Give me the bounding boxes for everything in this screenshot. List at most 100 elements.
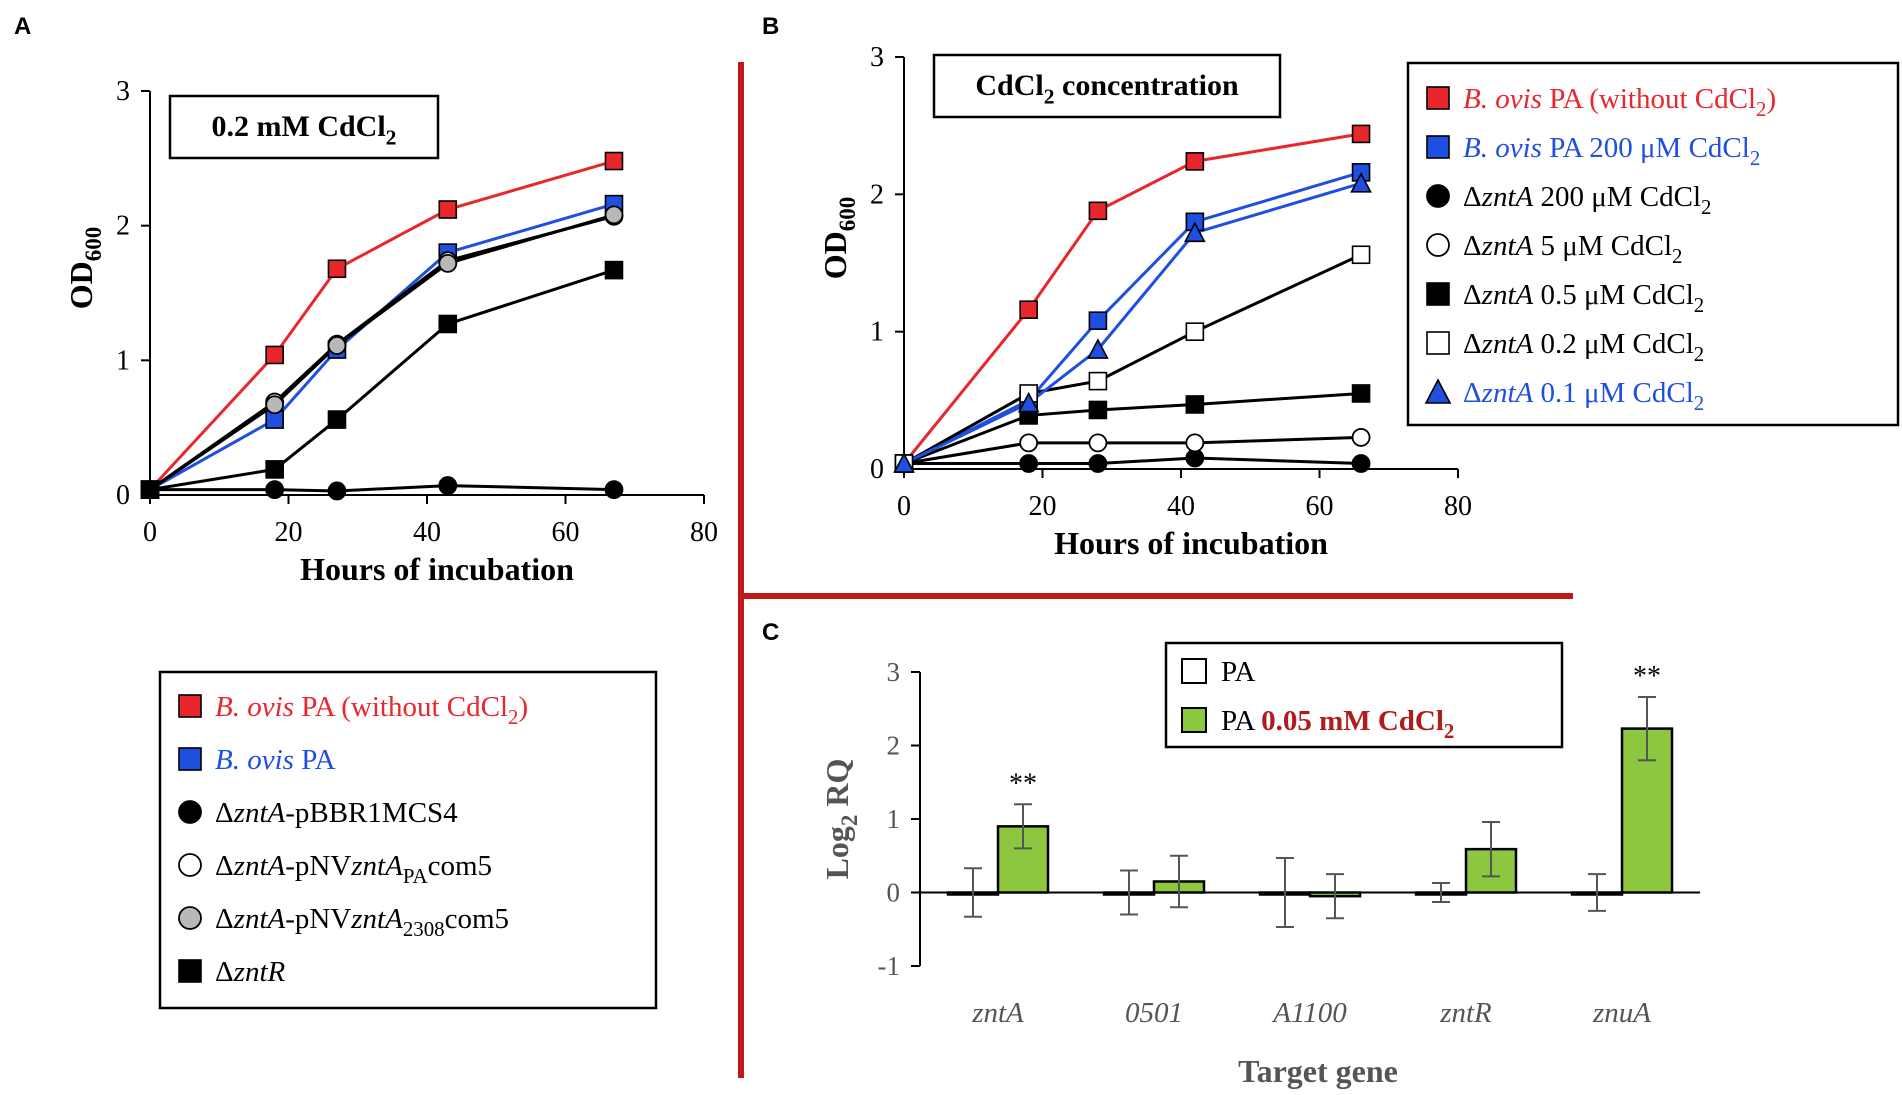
y-tick-label: 3 [116,76,130,107]
text-run: 2 [1694,293,1704,317]
legend-label: ΔzntA-pBBR1MCS4 [215,797,458,829]
data-point [1351,124,1371,144]
legend-marker [1424,378,1452,404]
data-point [140,480,160,499]
data-point [438,253,458,273]
text-run: Δ [1463,377,1482,409]
data-point [1088,311,1108,330]
text-run: 2 [1444,719,1454,743]
chart-panel-b: 0 1 2 3 0 20 40 60 80 Hours of incubation OD600 CdC… [817,42,1900,561]
legend-marker [178,800,202,824]
condition-label: CdCl2 concentration [975,69,1239,108]
text-run: com5 [428,850,492,882]
text-run: ) [1766,83,1776,115]
data-point [438,200,458,219]
text-run: PA [1221,656,1255,688]
y-tick-label: 1 [116,345,130,376]
legend-box [1406,61,1900,427]
y-tick-label: 0 [887,878,901,908]
legend-label: ΔzntA-pNVzntA2308com5 [215,903,509,941]
data-point [265,480,285,500]
data-point [265,345,284,365]
data-point [604,480,624,500]
text-run: Δ [1463,181,1482,213]
text-run: zntA [350,850,403,882]
legend-marker [1426,282,1450,306]
text-run: concentration [1055,69,1239,102]
y-tick-label: 0 [870,454,884,485]
category-label: 0501 [1125,997,1183,1029]
data-point [604,260,624,280]
text-run: PA (without CdCl [1542,83,1756,115]
text-run: PA [294,744,336,776]
text-run: 600 [80,227,106,262]
text-run: zntA [1481,181,1534,213]
text-run: zntA [350,903,403,935]
data-point [1185,322,1205,341]
data-point [1184,221,1206,243]
panel-label-c: C [762,619,779,646]
x-tick-label: 20 [275,517,303,548]
legend-marker [1426,135,1450,159]
legend-box [158,670,658,1010]
text-run: zntA [1481,230,1534,262]
data-point [1088,400,1108,420]
legend-label: ΔzntA-pNVzntAPAcom5 [215,850,492,888]
data-point [1351,384,1371,403]
panel-label-b: B [762,13,779,40]
text-run: Δ [215,797,234,829]
y-tick-label: 0 [116,480,130,511]
data-point [1088,454,1108,473]
data-point [1185,152,1205,171]
condition-box [168,94,440,160]
text-run: zntA [1481,377,1534,409]
y-axis-title: OD600 [63,227,106,310]
legend-label: PA [1221,656,1255,688]
data-point [1088,201,1108,221]
series-line [903,170,1362,465]
text-run: RQ [819,759,855,815]
y-tick-label: -1 [878,951,901,981]
text-run: 0.1 μM CdCl [1533,377,1694,409]
condition-label: 0.2 mM CdCl2 [212,110,397,149]
legend-box [1164,641,1564,749]
data-point [438,476,458,495]
text-run: 2308 [403,917,445,941]
condition-box [932,53,1282,119]
text-run: 2 [836,815,862,827]
text-run: 600 [834,197,860,232]
data-point [1019,300,1038,319]
x-tick-label: 80 [690,517,718,548]
text-run: PA [1221,705,1261,737]
text-run: B. ovis [215,744,294,776]
text-run: 5 μM CdCl [1533,230,1672,262]
text-run: 2 [1694,342,1704,366]
y-axis-title: OD600 [817,197,860,280]
data-point [265,395,285,415]
text-run: B. ovis [1463,132,1542,164]
significance-label: ** [1009,768,1037,799]
series-line [149,202,615,491]
x-axis-title: Hours of incubation [300,551,574,587]
text-run: -pBBR1MCS4 [285,797,458,829]
legend-label: ΔzntA 0.2 μM CdCl2 [1463,328,1704,366]
text-run: 0.2 mM CdCl [212,110,386,143]
text-run: zntA [1481,279,1534,311]
y-tick-label: 1 [887,804,901,834]
x-axis-title: Hours of incubation [1054,525,1328,561]
text-run: 2 [1756,97,1766,121]
chart-panel-a: 0 1 2 3 0 20 40 60 80 Hours of incubation OD600 0.2… [63,76,718,1010]
legend-label: B. ovis PA 200 μM CdCl2 [1463,132,1760,170]
series-line [904,456,1362,466]
text-run: OD [817,231,853,279]
text-run: -pNV [285,850,351,882]
data-point [1351,428,1371,447]
x-tick-label: 0 [143,517,157,548]
text-run: Δ [215,850,234,882]
data-point [327,410,347,429]
text-run: Δ [1463,279,1482,311]
legend-swatch [1181,658,1207,684]
legend-marker [178,853,202,877]
